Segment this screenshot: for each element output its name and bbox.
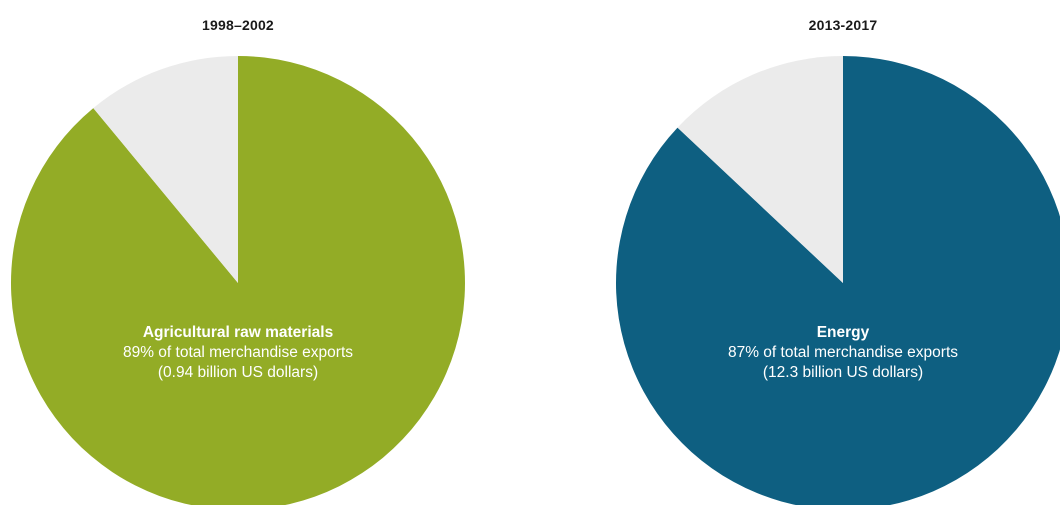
chart-title: 2013-2017 [808, 17, 878, 33]
slice-label-share: 89% of total merchandise exports [122, 344, 354, 361]
pie-slice-other [677, 56, 843, 283]
slice-label-name: Agricultural raw materials [142, 324, 334, 341]
slice-label-name: Energy [816, 324, 870, 341]
pie-chart-panel-2013-2017: 2013-2017 Energy 87% of total merchandis… [608, 0, 1060, 505]
slice-label-value: (0.94 billion US dollars) [157, 364, 319, 381]
pie-slice-main [10, 56, 465, 505]
pie-chart-panel-1998-2002: 1998–2002 Agricultural raw materials 89%… [3, 0, 473, 505]
slice-label-value: (12.3 billion US dollars) [762, 364, 924, 381]
pie-slice-label: Agricultural raw materials 89% of total … [3, 323, 473, 383]
pie-slice-main [616, 56, 1060, 505]
pie-slice-other [93, 56, 238, 283]
slice-label-share: 87% of total merchandise exports [727, 344, 959, 361]
pie-slice-label: Energy 87% of total merchandise exports … [608, 323, 1060, 383]
chart-title: 1998–2002 [202, 17, 274, 33]
pie-chart [10, 56, 465, 505]
pie-chart [616, 56, 1060, 505]
